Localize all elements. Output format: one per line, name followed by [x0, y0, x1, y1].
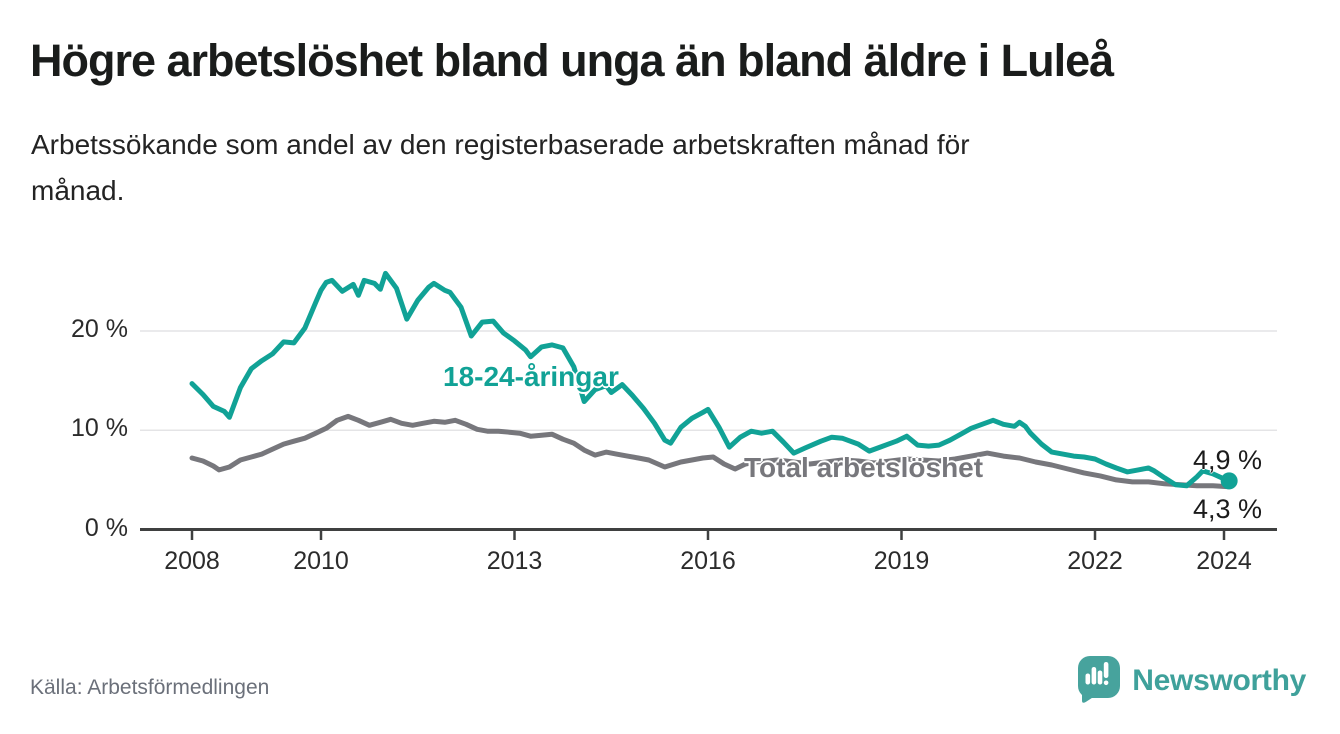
x-tick-label: 2013 [486, 547, 543, 575]
series-label-total: Total arbetslöshet [744, 452, 984, 483]
end-value-label-total: 4,3 % [1192, 494, 1262, 524]
x-tick-label: 2008 [164, 547, 220, 575]
x-tick-label: 2010 [293, 547, 349, 575]
series-line-young [189, 270, 1232, 489]
newsworthy-logo: Newsworthy [1078, 656, 1306, 705]
series-label-young: 18-24-åringar [443, 361, 619, 392]
x-tick-label: 2022 [1067, 547, 1123, 575]
end-value-label-young: 4,9 % [1192, 445, 1262, 475]
newsworthy-logo-text: Newsworthy [1132, 663, 1306, 697]
x-tick-label: 2016 [680, 547, 736, 575]
y-tick-label: 20 % [71, 315, 128, 343]
y-tick-label: 10 % [71, 414, 128, 443]
source-note: Källa: Arbetsförmedlingen [30, 676, 270, 699]
page-title: Högre arbetslöshet bland unga än bland ä… [30, 35, 1114, 86]
x-tick-label: 2019 [873, 547, 930, 575]
x-tick-label: 2024 [1196, 547, 1252, 575]
newsworthy-logo-icon [1078, 656, 1121, 703]
chart-subtitle: Arbetssökande som andel av den registerb… [31, 122, 1271, 214]
subtitle-line-2: månad. [31, 175, 125, 206]
y-tick-label: 0 % [84, 513, 128, 542]
series-line-total [189, 413, 1232, 490]
series-end-dot [1220, 472, 1238, 490]
subtitle-line-1: Arbetssökande som andel av den registerb… [31, 129, 970, 160]
